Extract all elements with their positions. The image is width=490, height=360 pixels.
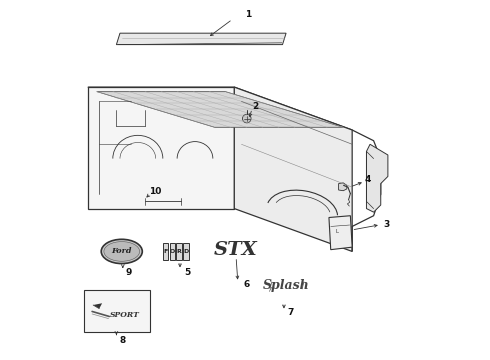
Text: F: F [163, 249, 168, 254]
Text: 6: 6 [244, 280, 250, 289]
Polygon shape [367, 144, 388, 212]
Ellipse shape [104, 242, 140, 261]
Text: O: O [170, 249, 175, 254]
Text: L: L [335, 229, 338, 234]
Text: Splash: Splash [263, 279, 310, 292]
Text: 8: 8 [120, 336, 125, 345]
Polygon shape [97, 91, 343, 127]
Text: 2: 2 [252, 102, 259, 111]
Polygon shape [234, 87, 352, 251]
Polygon shape [329, 216, 352, 249]
Text: Ford: Ford [112, 247, 132, 256]
Circle shape [243, 114, 251, 123]
Text: 10: 10 [149, 187, 161, 196]
Text: 1: 1 [245, 10, 252, 19]
Text: 4: 4 [365, 175, 371, 184]
Bar [170, 243, 175, 260]
Text: SPORT: SPORT [110, 311, 140, 319]
Bar [163, 243, 168, 260]
Text: 5: 5 [185, 268, 191, 277]
Text: STX: STX [214, 240, 258, 258]
Polygon shape [93, 303, 102, 309]
Ellipse shape [101, 239, 142, 264]
Text: 7: 7 [288, 309, 294, 318]
Text: R: R [177, 249, 181, 254]
Polygon shape [88, 87, 352, 130]
Text: D: D [183, 249, 189, 254]
Bar [84, 290, 150, 332]
Bar [183, 243, 189, 260]
Polygon shape [339, 183, 347, 191]
Polygon shape [88, 87, 234, 208]
Text: 9: 9 [126, 268, 132, 277]
Text: 3: 3 [383, 220, 389, 229]
Bar [176, 243, 182, 260]
Polygon shape [117, 33, 286, 45]
